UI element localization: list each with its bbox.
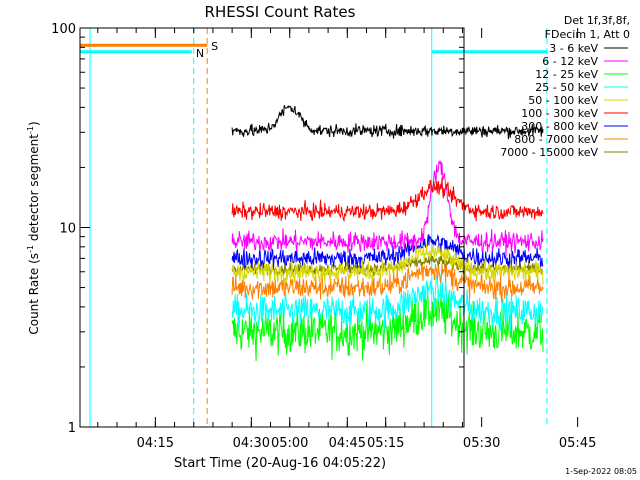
x-tick-label: 05:45 xyxy=(559,436,596,451)
series-line-6 xyxy=(231,234,544,270)
y-tick-label: 10 xyxy=(59,222,76,237)
x-axis-label: Start Time (20-Aug-16 04:05:22) xyxy=(174,456,386,471)
y-tick-label: 1 xyxy=(68,421,76,436)
chart-title: RHESSI Count Rates xyxy=(205,3,356,21)
y-axis: 1 10 100 xyxy=(51,22,464,436)
y-label-exp2: -1 xyxy=(26,126,35,134)
plot-frame xyxy=(79,27,465,428)
series-line-5 xyxy=(231,177,544,223)
x-tick-label: 05:15 xyxy=(367,436,404,451)
plot-area: SN xyxy=(80,28,548,427)
flag-bar-label: S xyxy=(211,40,218,53)
legend-header-line1: Det 1f,3f,8f, xyxy=(564,14,630,27)
legend: Det 1f,3f,8f, FDecim 1, Att 0 3 - 6 keV6… xyxy=(500,14,630,159)
y-label-part3: ) xyxy=(27,121,41,126)
y-tick-label: 100 xyxy=(51,22,76,37)
x-tick-label: 04:30 xyxy=(233,436,270,451)
legend-label: 50 - 100 keV xyxy=(528,94,598,107)
y-label-part2: detector segment xyxy=(27,134,41,245)
y-axis-label: Count Rate (s-1 detector segment-1) xyxy=(26,121,41,334)
series-line-2 xyxy=(231,284,544,362)
legend-label: 7000 - 15000 keV xyxy=(500,146,598,159)
series-line-1 xyxy=(231,160,544,257)
legend-label: 3 - 6 keV xyxy=(549,42,598,55)
legend-label: 6 - 12 keV xyxy=(542,55,598,68)
legend-label: 300 - 800 keV xyxy=(521,120,598,133)
legend-label: 800 - 7000 keV xyxy=(514,133,598,146)
series-line-3 xyxy=(231,274,544,332)
x-tick-label: 04:45 xyxy=(329,436,366,451)
x-tick-label: 04:15 xyxy=(137,436,174,451)
series-line-7 xyxy=(231,261,544,303)
flag-bar-label: N xyxy=(196,47,204,60)
legend-label: 100 - 300 keV xyxy=(521,107,598,120)
legend-header-line2: FDecim 1, Att 0 xyxy=(545,28,630,41)
y-label-exp1: -1 xyxy=(26,245,35,253)
x-axis: 04:15 04:30 04:45 05:00 05:15 05:30 05:45 xyxy=(97,28,596,451)
legend-label: 25 - 50 keV xyxy=(535,81,598,94)
series-line-0 xyxy=(231,105,544,140)
footer-timestamp: 1-Sep-2022 08:05 xyxy=(565,467,637,476)
series-line-4 xyxy=(231,243,544,285)
x-tick-label: 05:30 xyxy=(463,436,500,451)
y-label-part1: Count Rate (s xyxy=(27,253,41,335)
legend-label: 12 - 25 keV xyxy=(535,68,598,81)
x-tick-label: 05:00 xyxy=(271,436,308,451)
